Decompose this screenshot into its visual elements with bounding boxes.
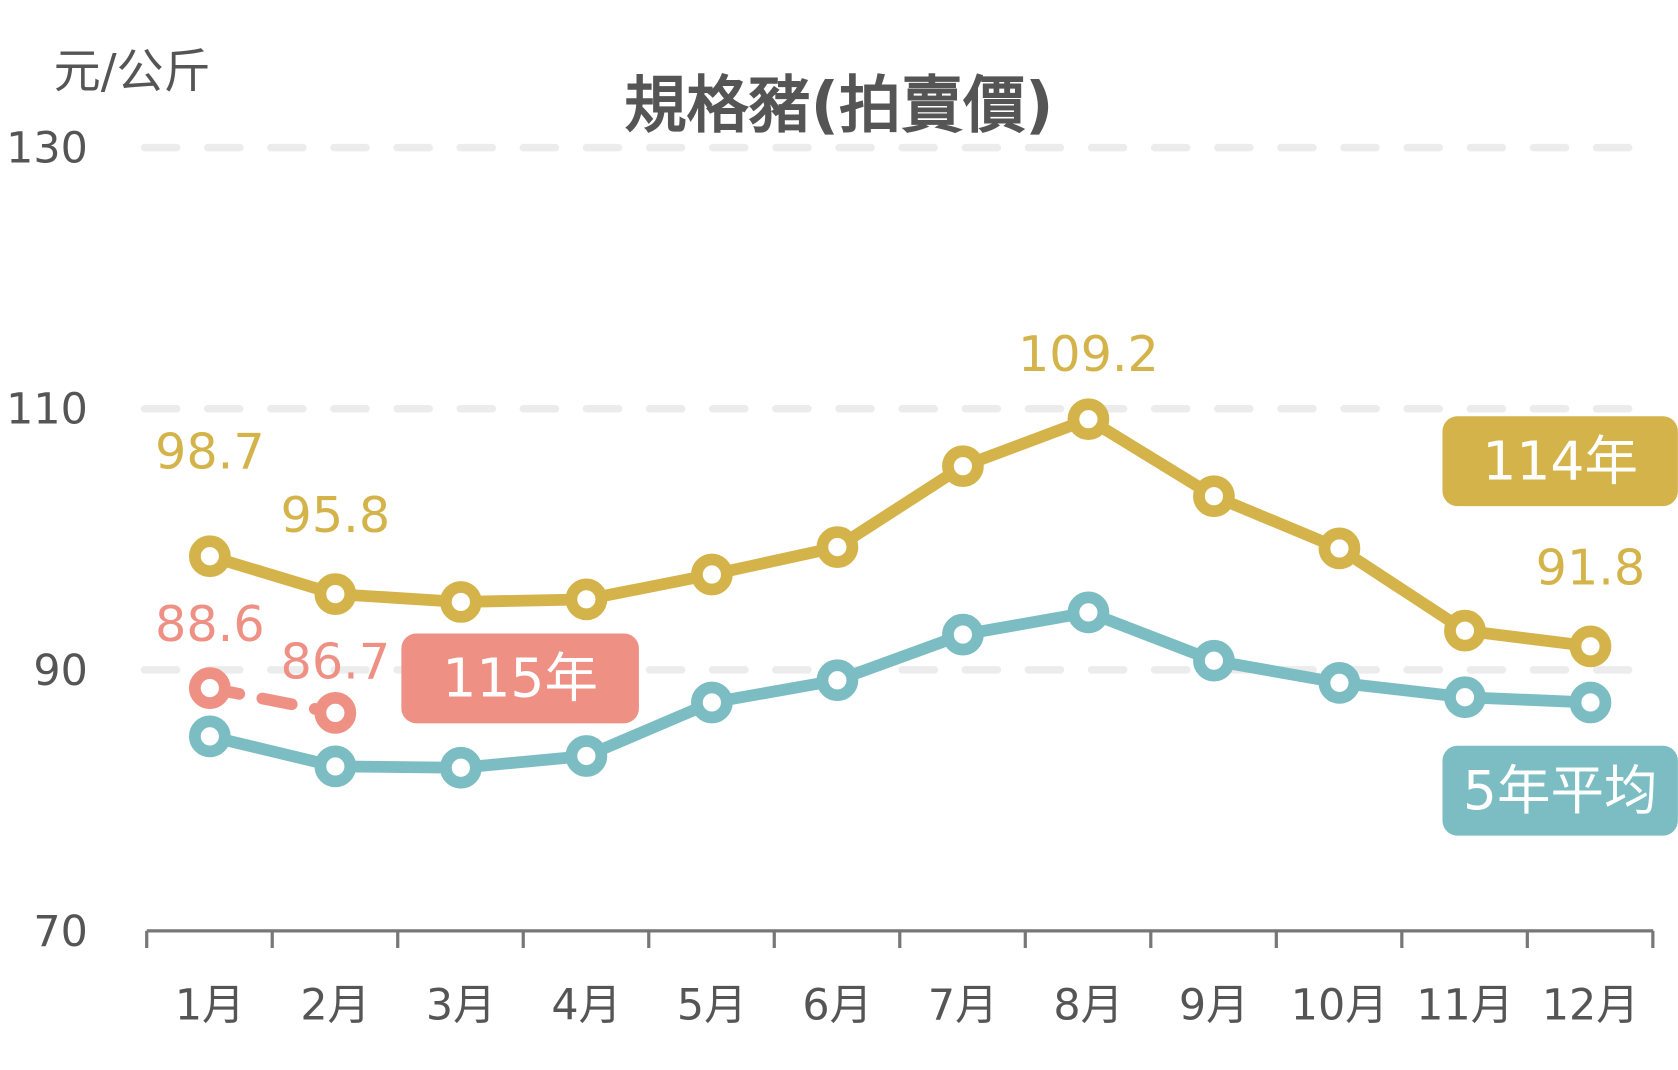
- data-point: [1067, 398, 1110, 441]
- y-tick-label: 90: [33, 646, 87, 696]
- data-point: [1318, 527, 1361, 570]
- legend-label: 115年: [442, 647, 598, 710]
- data-point: [565, 735, 608, 777]
- series-line: [203, 606, 1597, 774]
- y-tick-label: 130: [6, 124, 88, 174]
- data-point: [314, 692, 357, 734]
- data-point: [1444, 676, 1486, 719]
- x-tick-label: 10月: [1291, 981, 1388, 1031]
- x-tick-label: 4月: [551, 981, 621, 1031]
- data-point: [816, 659, 859, 702]
- data-point: [188, 715, 231, 758]
- x-tick-label: 3月: [426, 981, 496, 1031]
- legend-box: [1442, 745, 1678, 836]
- data-point: [1569, 625, 1612, 668]
- y-tick-label: 110: [6, 385, 88, 435]
- data-point: [439, 581, 482, 623]
- legend-label: 114年: [1482, 429, 1638, 492]
- data-point: [942, 613, 984, 656]
- series-line: [203, 413, 1597, 653]
- legend-box: [401, 633, 639, 724]
- series-line: [203, 682, 342, 719]
- x-tick-label: 8月: [1053, 981, 1123, 1031]
- x-tick-label: 11月: [1416, 981, 1513, 1031]
- data-point: [691, 681, 733, 724]
- x-tick-label: 9月: [1179, 981, 1249, 1031]
- x-tick-label: 6月: [802, 981, 872, 1031]
- data-point: [439, 746, 482, 789]
- data-point: [188, 535, 231, 578]
- data-label: 98.7: [155, 423, 265, 481]
- data-label: 86.7: [281, 633, 391, 691]
- x-tick-label: 12月: [1542, 981, 1639, 1031]
- data-point: [1193, 475, 1235, 518]
- y-tick-label: 70: [33, 907, 87, 957]
- data-label: 88.6: [155, 595, 265, 653]
- data-point: [1067, 591, 1110, 634]
- chart-title: 規格豬(拍賣價): [624, 68, 1053, 141]
- data-point: [188, 667, 231, 709]
- legend-box: [1442, 416, 1678, 507]
- y-axis-unit-label: 元/公斤: [54, 45, 211, 100]
- data-point: [942, 445, 984, 488]
- x-tick-label: 7月: [928, 981, 998, 1031]
- legend-label: 5年平均: [1463, 759, 1658, 822]
- data-point: [314, 573, 357, 615]
- x-tick-label: 2月: [300, 981, 370, 1031]
- data-point: [1318, 662, 1361, 704]
- data-point: [1569, 681, 1612, 724]
- data-point: [691, 553, 733, 596]
- x-tick-label: 1月: [175, 981, 245, 1031]
- data-label: 95.8: [281, 486, 391, 544]
- data-label: 109.2: [1018, 325, 1159, 383]
- data-point: [816, 526, 859, 568]
- data-label: 91.8: [1536, 538, 1646, 596]
- x-tick-label: 5月: [677, 981, 747, 1031]
- data-point: [565, 578, 608, 621]
- data-point: [1193, 639, 1235, 682]
- data-point: [1444, 609, 1486, 652]
- data-point: [314, 745, 357, 788]
